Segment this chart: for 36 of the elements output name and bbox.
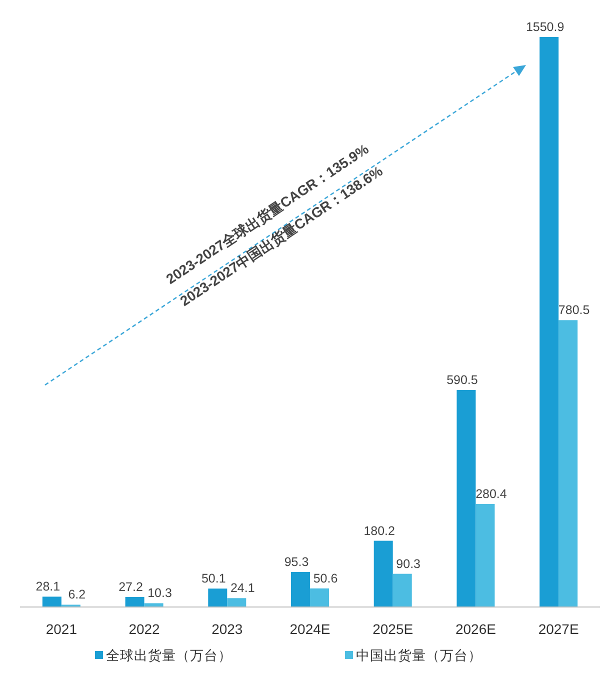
bar — [374, 540, 393, 607]
x-tick-label: 2024E — [290, 621, 330, 637]
data-label: 180.2 — [364, 524, 396, 538]
legend-label: 中国出货量（万台） — [356, 648, 482, 663]
bar — [392, 574, 412, 607]
x-tick-label: 2023 — [212, 621, 243, 637]
bar — [208, 588, 228, 607]
data-label: 90.3 — [396, 556, 421, 571]
data-label: 280.4 — [476, 486, 507, 501]
bar — [540, 37, 559, 607]
data-label: 50.6 — [313, 571, 338, 586]
data-label: 780.5 — [558, 303, 590, 318]
data-label: 590.5 — [446, 372, 478, 387]
bar — [144, 603, 164, 607]
data-label: 27.2 — [118, 580, 143, 594]
x-tick-label: 2022 — [128, 621, 160, 637]
x-tick-label: 2021 — [46, 621, 78, 637]
data-label: 24.1 — [230, 581, 255, 596]
bar — [227, 598, 246, 607]
bar — [291, 572, 310, 607]
data-label: 10.3 — [148, 586, 172, 600]
x-tick-label: 2027E — [538, 621, 579, 637]
data-label: 6.2 — [68, 588, 86, 602]
data-label: 28.1 — [36, 580, 60, 594]
bar — [310, 588, 329, 607]
bar — [125, 597, 144, 607]
bar — [42, 596, 62, 607]
data-label: 50.1 — [201, 572, 226, 586]
bar — [558, 320, 578, 607]
data-label: 95.3 — [284, 554, 309, 569]
x-tick-label: 2026E — [455, 621, 496, 637]
bar — [456, 390, 476, 607]
data-label: 1550.9 — [526, 20, 564, 34]
bar — [476, 504, 495, 607]
legend-label: 全球出货量（万台） — [106, 648, 232, 663]
x-tick-label: 2025E — [372, 621, 414, 637]
